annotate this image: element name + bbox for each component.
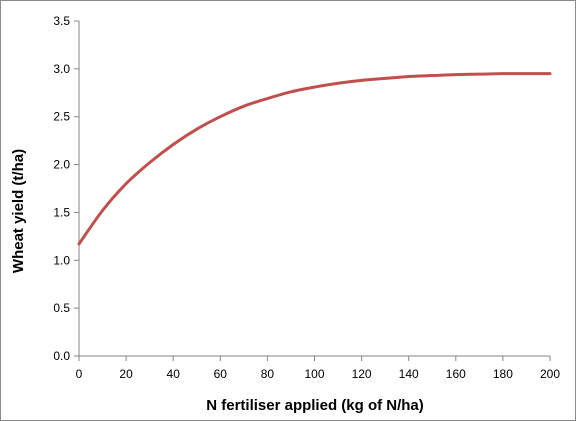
y-axis: 0.0 0.5 1.0 1.5 2.0 2.5 3.0 3.5 [53,14,80,363]
y-tick-label: 1.5 [53,205,70,219]
y-tick-label: 1.0 [53,253,70,267]
x-tick-label: 60 [214,367,228,381]
y-tick-label: 0.5 [53,301,70,315]
series-layer [77,72,552,246]
y-tick-label: 3.0 [53,62,70,76]
y-tick-label: 2.5 [53,110,70,124]
yield-curve-line [77,72,552,246]
y-tick-label: 2.0 [53,158,70,172]
y-tick-label: 0.0 [53,349,70,363]
x-tick-label: 180 [493,367,513,381]
x-tick-label: 120 [352,367,372,381]
x-tick-label: 140 [399,367,419,381]
x-axis-title: N fertiliser applied (kg of N/ha) [206,397,424,414]
x-tick-label: 80 [261,367,275,381]
x-tick-label: 200 [540,367,560,381]
y-tick-label: 3.5 [53,14,70,28]
x-tick-label: 160 [446,367,466,381]
x-tick-label: 20 [119,367,133,381]
x-axis: 0 20 40 60 80 100 120 140 160 180 200 [76,355,560,381]
x-tick-label: 40 [167,367,181,381]
x-tick-label: 0 [76,367,83,381]
x-tick-label: 100 [304,367,324,381]
y-axis-title: Wheat yield (t/ha) [10,149,27,273]
